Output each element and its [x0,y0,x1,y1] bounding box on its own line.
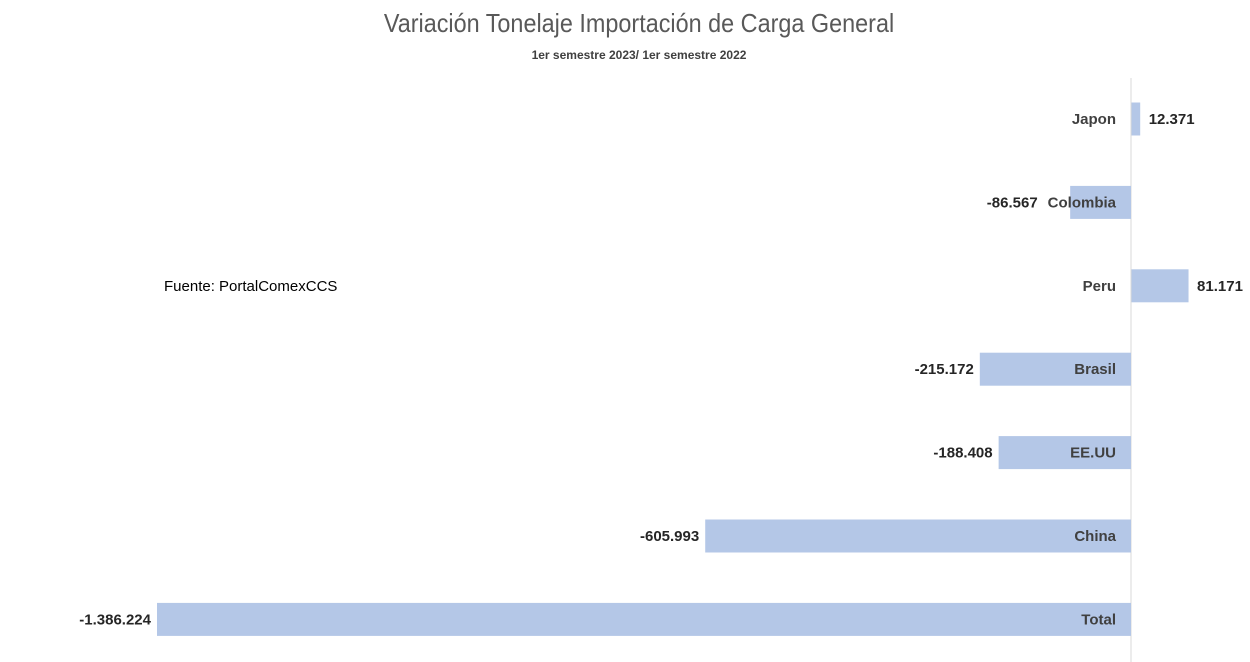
category-label: Japon [1072,111,1116,128]
bar [1070,185,1131,219]
data-label: -188.408 [933,445,992,462]
bar [998,436,1131,470]
category-label: China [1074,528,1116,545]
chart-title: Variación Tonelaje Importación de Carga … [383,8,895,38]
bar [705,519,1131,553]
data-label: -1.386.224 [79,611,151,628]
category-label: Peru [1083,278,1116,295]
category-label: EE.UU [1070,445,1116,462]
data-label: -605.993 [640,528,699,545]
bar [979,352,1131,386]
category-label: Brasil [1074,361,1116,378]
category-label: Colombia [1048,194,1117,211]
bar [157,602,1131,636]
bar [1131,102,1141,136]
data-label: 12.371 [1149,111,1195,128]
bar [1131,269,1189,303]
data-label: 81.171 [1197,278,1243,295]
category-label: Total [1081,611,1116,628]
chart-subtitle: 1er semestre 2023/ 1er semestre 2022 [531,48,747,62]
data-label: -215.172 [915,361,974,378]
source-note: Fuente: PortalComexCCS [164,278,338,295]
data-label: -86.567 [987,194,1038,211]
